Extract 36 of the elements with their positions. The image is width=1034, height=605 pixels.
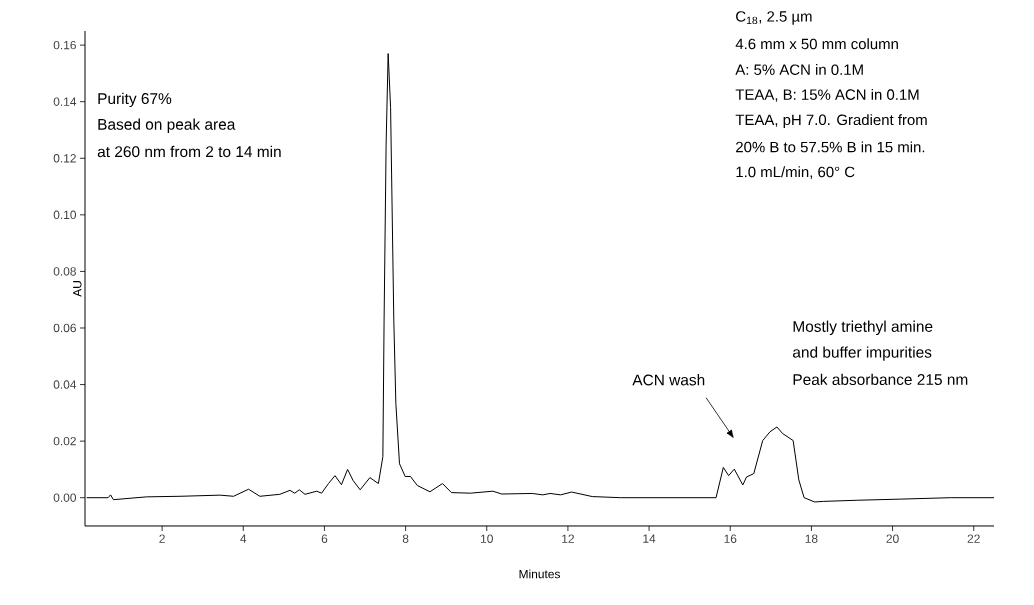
annotation: 1.0 mL/min, 60° C [736,166,855,180]
x-axis-title: Minutes [519,569,561,579]
annotation: Based on peak area [98,118,236,133]
annotation: 4.6 mm x 50 mm column [735,38,898,50]
y-axis-title: AU [73,281,82,297]
x-tick-label: 6 [321,534,328,543]
y-tick-label: 0.12 [53,154,76,163]
annotation: A: 5% ACN in 0.1M [735,64,863,75]
annotation: TEAA, B: 15% ACN in 0.1M [735,88,919,102]
annotation: at 260 nm from 2 to 14 min [97,145,281,158]
annotation: ACN wash [632,374,705,386]
x-tick-label: 2 [159,534,165,543]
x-tick-label: 8 [402,534,409,543]
text: C$_{18}$, 2.5 µm [736,11,812,25]
x-tick-label: 20 [886,534,899,543]
annotation: and buffer impurities [792,346,932,361]
y-tick-label: 0.08 [53,267,76,276]
y-tick-label: 0.02 [53,436,76,446]
x-tick-label: 14 [643,534,656,543]
y-tick-label: 0.16 [53,40,76,50]
y-tick-label: 0.00 [53,493,77,502]
x-tick-label: 10 [481,534,493,543]
annotation: Mostly triethyl amine [793,320,933,335]
annotation: Purity 67% [98,92,172,108]
annotation: Peak absorbance 215 nm [793,373,968,386]
annotation: TEAA, pH 7.0. Gradient from [735,114,927,129]
y-tick-label: 0.04 [53,380,77,389]
x-tick-label: 18 [805,534,818,543]
x-tick-label: 12 [562,534,574,543]
x-tick-label: 22 [967,534,980,543]
y-tick-label: 0.06 [53,323,76,333]
annotation: 20% B to 57.5% B in 15 min. [736,141,925,153]
y-tick-label: 0.14 [53,97,77,106]
x-tick-label: 16 [724,534,737,543]
x-tick-label: 4 [240,534,247,543]
y-tick-label: 0.10 [53,210,77,220]
